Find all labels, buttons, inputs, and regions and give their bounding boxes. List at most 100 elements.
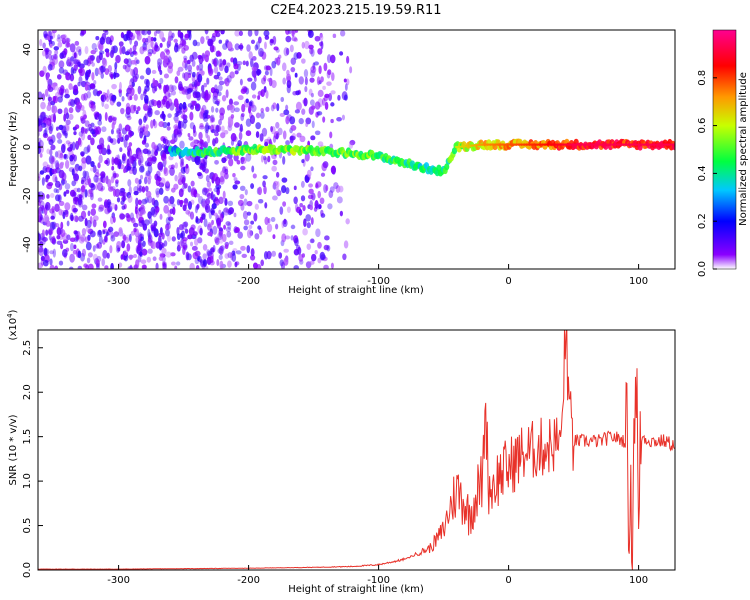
heatmap-speckle bbox=[55, 162, 60, 171]
heatmap-ridge-core bbox=[514, 143, 519, 146]
heatmap-speckle bbox=[111, 94, 117, 103]
heatmap-speckle bbox=[250, 248, 255, 257]
heatmap-speckle bbox=[64, 202, 71, 211]
heatmap-speckle bbox=[94, 67, 99, 77]
heatmap-speckle bbox=[70, 99, 76, 108]
heatmap-speckle bbox=[106, 148, 111, 155]
heatmap-speckle bbox=[189, 211, 195, 220]
heatmap-speckle bbox=[100, 65, 104, 74]
heatmap-speckle bbox=[102, 58, 108, 68]
snr-x-label: Height of straight line (km) bbox=[288, 584, 424, 595]
heatmap-speckle bbox=[147, 52, 152, 57]
heatmap-speckle bbox=[120, 107, 125, 115]
heatmap-speckle bbox=[81, 228, 87, 236]
heatmap-speckle bbox=[65, 189, 70, 194]
heatmap-speckle bbox=[98, 50, 105, 55]
heatmap-speckle bbox=[288, 30, 292, 35]
heatmap-speckle bbox=[281, 233, 287, 243]
heatmap-speckle bbox=[302, 158, 306, 167]
heatmap-speckle bbox=[245, 60, 249, 67]
heatmap-speckle bbox=[253, 212, 258, 222]
heatmap-speckle bbox=[203, 116, 209, 122]
heatmap-speckle bbox=[137, 85, 142, 95]
heatmap-speckle bbox=[241, 103, 246, 113]
heatmap-speckle bbox=[137, 124, 144, 134]
heatmap-speckle bbox=[214, 237, 220, 246]
heatmap-speckle bbox=[276, 103, 280, 112]
heatmap-speckle bbox=[191, 59, 196, 67]
heatmap-speckle bbox=[197, 172, 202, 177]
heatmap-speckle bbox=[294, 237, 299, 247]
heatmap-ridge-core bbox=[585, 143, 589, 146]
heatmap-speckle bbox=[169, 139, 176, 145]
heatmap-speckle bbox=[114, 62, 118, 70]
heatmap-speckle bbox=[92, 165, 97, 174]
heatmap-speckle bbox=[201, 91, 207, 99]
heatmap-speckle bbox=[265, 106, 270, 113]
heatmap-speckle bbox=[78, 131, 84, 137]
heatmap-speckle bbox=[187, 70, 193, 75]
heatmap-speckle bbox=[255, 112, 261, 119]
heatmap-speckle bbox=[250, 104, 257, 113]
heatmap-ridge-core bbox=[634, 143, 638, 146]
heatmap-speckle bbox=[228, 240, 234, 246]
heatmap-speckle bbox=[186, 92, 192, 100]
heatmap-speckle bbox=[73, 64, 78, 72]
heatmap-speckle bbox=[134, 153, 138, 162]
heatmap-speckle bbox=[139, 205, 146, 212]
y-tick-label: 0 bbox=[22, 144, 33, 150]
heatmap-speckle bbox=[170, 252, 176, 257]
heatmap-speckle bbox=[262, 180, 266, 188]
heatmap-speckle bbox=[161, 242, 165, 249]
heatmap-speckle bbox=[110, 235, 116, 242]
heatmap-speckle bbox=[212, 95, 218, 105]
heatmap-speckle bbox=[132, 166, 137, 175]
heatmap-ridge-core bbox=[488, 143, 492, 146]
heatmap-speckle bbox=[281, 185, 287, 194]
heatmap-speckle bbox=[84, 71, 89, 81]
heatmap-speckle bbox=[81, 157, 87, 164]
heatmap-speckle bbox=[211, 203, 217, 210]
heatmap-speckle bbox=[49, 258, 53, 266]
heatmap-speckle bbox=[198, 55, 204, 65]
heatmap-speckle bbox=[188, 136, 194, 141]
heatmap-ridge-core bbox=[483, 143, 487, 146]
heatmap-speckle bbox=[224, 65, 229, 74]
heatmap-speckle bbox=[327, 69, 332, 76]
heatmap-speckle bbox=[138, 152, 144, 161]
heatmap-speckle bbox=[309, 47, 314, 55]
heatmap-speckle bbox=[265, 65, 271, 71]
heatmap-speckle bbox=[152, 256, 157, 261]
heatmap-speckle bbox=[205, 122, 209, 132]
heatmap-speckle bbox=[207, 65, 212, 74]
heatmap-speckle bbox=[69, 43, 76, 53]
heatmap-speckle bbox=[100, 94, 107, 103]
heatmap-speckle bbox=[318, 65, 322, 75]
heatmap-speckle bbox=[191, 100, 196, 106]
heatmap-speckle bbox=[129, 104, 136, 114]
heatmap-ridge-core bbox=[546, 143, 550, 146]
heatmap-speckle bbox=[141, 264, 147, 269]
heatmap-speckle bbox=[140, 149, 144, 154]
heatmap-speckle bbox=[291, 36, 298, 42]
heatmap-speckle bbox=[144, 160, 150, 167]
heatmap-speckle bbox=[240, 88, 247, 94]
heatmap-speckle bbox=[255, 131, 260, 139]
heatmap-speckle bbox=[95, 169, 99, 174]
snr-y-ticks: 0.0 0.5 1.0 1.5 2.0 2.5 bbox=[22, 340, 43, 578]
heatmap-speckle bbox=[187, 132, 191, 138]
spectrogram-y-ticks: -40 -20 0 20 40 bbox=[22, 43, 43, 253]
heatmap-speckle bbox=[148, 216, 153, 225]
heatmap-speckle bbox=[71, 141, 76, 151]
heatmap-speckle bbox=[137, 243, 142, 252]
heatmap-speckle bbox=[298, 76, 304, 85]
heatmap-speckle bbox=[207, 38, 213, 47]
heatmap-speckle bbox=[218, 227, 223, 232]
heatmap-speckle bbox=[176, 233, 181, 240]
heatmap-speckle bbox=[146, 256, 152, 263]
heatmap-speckle bbox=[119, 46, 123, 55]
heatmap-speckle bbox=[135, 235, 140, 244]
heatmap-speckle bbox=[126, 166, 132, 171]
heatmap-speckle bbox=[118, 227, 123, 234]
